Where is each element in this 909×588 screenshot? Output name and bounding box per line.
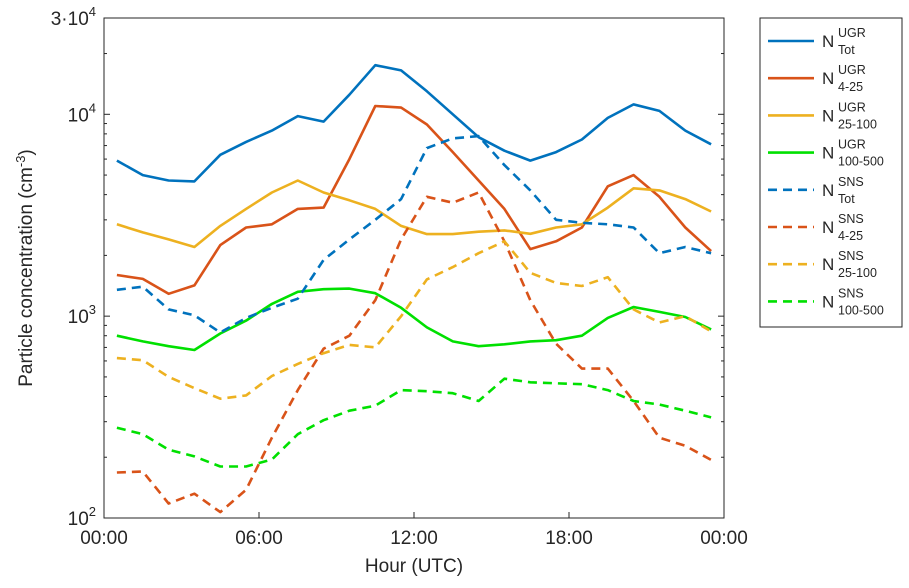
x-tick-label: 18:00 bbox=[545, 528, 593, 549]
series-line-7 bbox=[116, 377, 712, 468]
legend-entry-1: N bbox=[822, 69, 834, 88]
series-line-6 bbox=[116, 240, 712, 401]
legend-entry-7: N bbox=[822, 292, 834, 311]
legend-entry-sup-7: SNS bbox=[838, 286, 864, 300]
series-layer bbox=[116, 63, 712, 514]
y-axis-ticks: 102 103 104 3·104 bbox=[51, 4, 724, 530]
legend: N UGR Tot N UGR 4-25 N UGR 25-100 N UGR 100-500 N SNS… bbox=[759, 17, 903, 328]
y-tick-label: 104 bbox=[68, 100, 96, 126]
legend-entry-sup-2: UGR bbox=[838, 100, 866, 114]
legend-entry-sub-0: Tot bbox=[838, 43, 855, 57]
legend-entry-3: N bbox=[822, 144, 834, 163]
y-tick-label: 3·104 bbox=[51, 4, 96, 30]
legend-entry-sup-0: UGR bbox=[838, 26, 866, 40]
legend-entry-2: N bbox=[822, 106, 834, 125]
y-tick-label: 103 bbox=[68, 302, 96, 328]
y-axis-label-close: ) bbox=[16, 149, 37, 155]
legend-entry-6: N bbox=[822, 255, 834, 274]
y-tick-label: 102 bbox=[68, 504, 96, 530]
legend-entry-4: N bbox=[822, 181, 834, 200]
legend-entry-sub-1: 4-25 bbox=[838, 80, 863, 94]
series-line-0 bbox=[116, 63, 712, 183]
legend-entry-sub-5: 4-25 bbox=[838, 229, 863, 243]
series-line-2 bbox=[116, 179, 712, 249]
series-line-5 bbox=[116, 191, 712, 514]
legend-entry-0: N bbox=[822, 32, 834, 51]
x-axis-ticks: 00:00 06:00 12:00 18:00 00:00 bbox=[80, 512, 748, 549]
legend-box bbox=[759, 17, 903, 328]
legend-entry-sup-3: UGR bbox=[838, 138, 866, 152]
legend-entry-sup-1: UGR bbox=[838, 63, 866, 77]
x-axis-label: Hour (UTC) bbox=[365, 556, 463, 577]
plot-area bbox=[104, 18, 724, 518]
series-line-1 bbox=[116, 104, 712, 296]
x-tick-label: 12:00 bbox=[390, 528, 438, 549]
y-axis-label: Particle concentration (cm-3) bbox=[13, 149, 37, 387]
legend-entry-sup-4: SNS bbox=[838, 175, 864, 189]
x-tick-label: 06:00 bbox=[235, 528, 283, 549]
x-tick-label: 00:00 bbox=[80, 528, 128, 549]
y-axis-label-main: Particle concentration (cm bbox=[16, 167, 37, 387]
legend-entry-5: N bbox=[822, 218, 834, 237]
legend-entry-sub-3: 100-500 bbox=[838, 155, 884, 169]
legend-entry-sub-4: Tot bbox=[838, 192, 855, 206]
legend-entry-sup-6: SNS bbox=[838, 249, 864, 263]
legend-entry-sub-2: 25-100 bbox=[838, 117, 877, 131]
legend-entry-sup-5: SNS bbox=[838, 212, 864, 226]
y-axis-label-unit-exponent: -3 bbox=[13, 156, 28, 168]
x-tick-label: 00:00 bbox=[700, 528, 748, 549]
legend-entry-sub-6: 25-100 bbox=[838, 266, 877, 280]
series-line-4 bbox=[116, 134, 712, 334]
legend-entry-sub-7: 100-500 bbox=[838, 303, 884, 317]
series-line-3 bbox=[116, 287, 712, 352]
